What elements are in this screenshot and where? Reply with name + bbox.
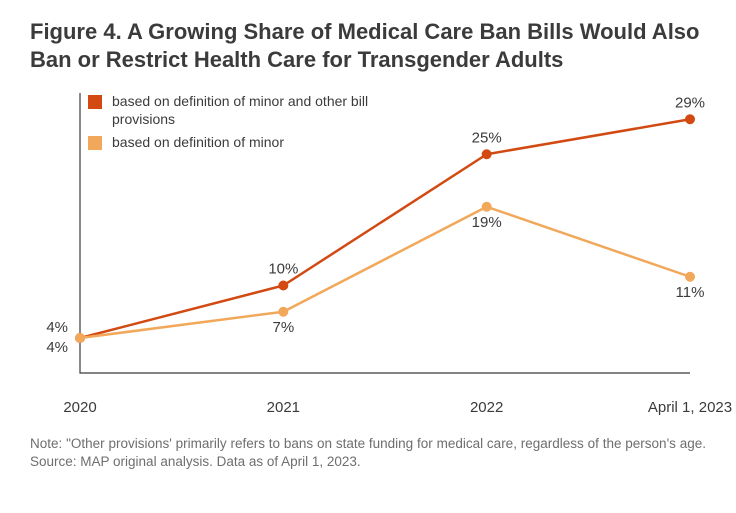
svg-text:4%: 4% [46, 319, 68, 336]
svg-text:11%: 11% [676, 284, 705, 301]
legend-swatch [88, 136, 102, 150]
figure-title: Figure 4. A Growing Share of Medical Car… [30, 18, 706, 73]
svg-text:25%: 25% [472, 129, 502, 146]
legend-label: based on definition of minor [112, 134, 284, 152]
svg-text:29%: 29% [675, 94, 705, 111]
x-axis-label: 2020 [63, 399, 96, 416]
x-axis-label: 2022 [470, 399, 503, 416]
legend-swatch [88, 95, 102, 109]
x-axis-label: April 1, 2023 [648, 399, 732, 416]
legend-label: based on definition of minor and other b… [112, 93, 412, 128]
svg-text:10%: 10% [268, 261, 298, 278]
legend-item: based on definition of minor [88, 134, 412, 152]
legend-item: based on definition of minor and other b… [88, 93, 412, 128]
svg-text:19%: 19% [472, 214, 502, 231]
chart-area: based on definition of minor and other b… [30, 83, 706, 423]
svg-text:4%: 4% [46, 339, 68, 356]
legend: based on definition of minor and other b… [88, 93, 412, 158]
x-axis-labels: 202020212022April 1, 2023 [30, 399, 706, 423]
svg-text:7%: 7% [272, 319, 294, 336]
x-axis-label: 2021 [267, 399, 300, 416]
figure-note: Note: "Other provisions' primarily refer… [30, 435, 706, 471]
